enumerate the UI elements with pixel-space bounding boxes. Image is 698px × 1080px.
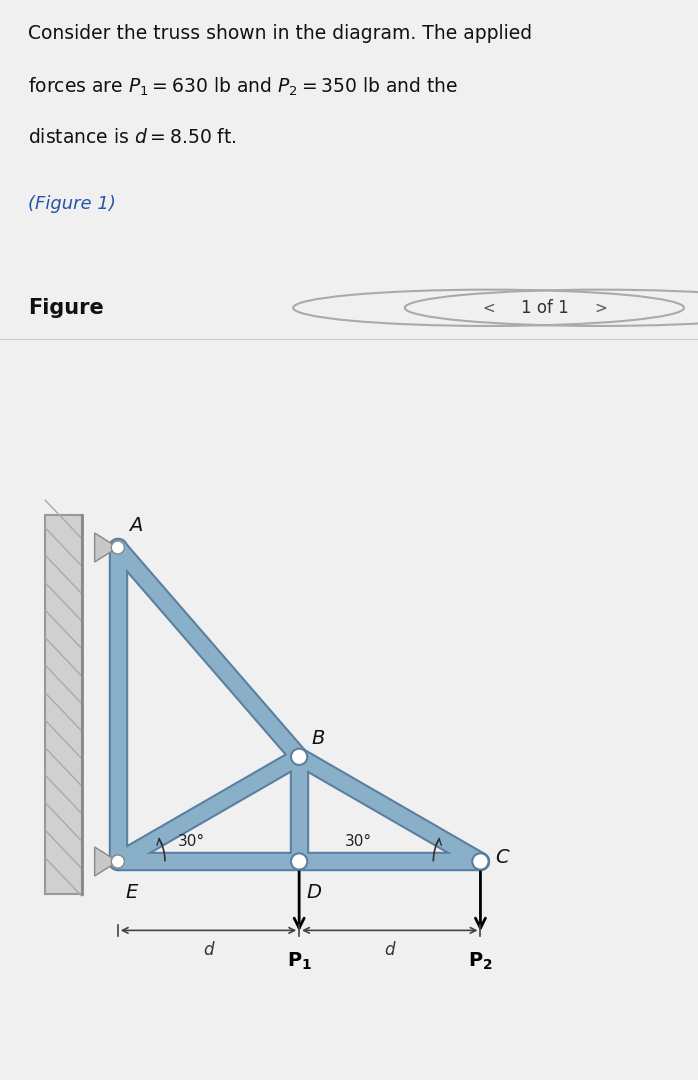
Polygon shape: [95, 847, 118, 876]
Polygon shape: [95, 532, 118, 562]
Text: d: d: [203, 942, 214, 959]
Text: <: <: [482, 300, 495, 315]
Text: Figure: Figure: [28, 298, 104, 318]
Text: forces are $P_1 = 630$ lb and $P_2 = 350$ lb and the: forces are $P_1 = 630$ lb and $P_2 = 350…: [28, 76, 459, 98]
Text: $\mathbf{P_1}$: $\mathbf{P_1}$: [287, 950, 312, 972]
Text: Consider the truss shown in the diagram. The applied: Consider the truss shown in the diagram.…: [28, 24, 532, 43]
Circle shape: [111, 855, 124, 868]
Circle shape: [291, 748, 307, 765]
Text: (Figure 1): (Figure 1): [28, 194, 116, 213]
Text: E: E: [125, 883, 138, 902]
Text: $\mathbf{P_2}$: $\mathbf{P_2}$: [468, 950, 493, 972]
Circle shape: [291, 853, 307, 869]
Text: D: D: [306, 883, 321, 902]
Text: 30°: 30°: [178, 834, 205, 849]
Circle shape: [473, 853, 489, 869]
Text: 30°: 30°: [345, 834, 371, 849]
Polygon shape: [45, 515, 82, 894]
Text: >: >: [594, 300, 607, 315]
Text: B: B: [312, 729, 325, 747]
Circle shape: [111, 541, 124, 554]
Text: distance is $d = 8.50$ ft.: distance is $d = 8.50$ ft.: [28, 129, 237, 147]
Text: C: C: [495, 849, 509, 867]
Text: 1 of 1: 1 of 1: [521, 299, 568, 316]
Text: A: A: [128, 516, 142, 535]
Text: d: d: [385, 942, 395, 959]
